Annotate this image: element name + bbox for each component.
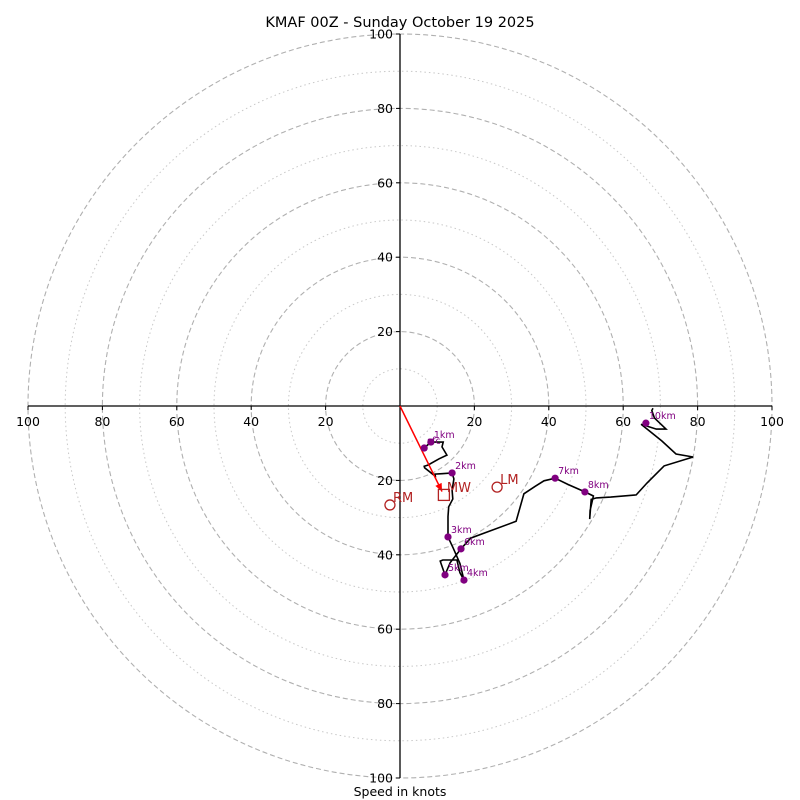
height-label-5km: 5km	[448, 563, 469, 574]
y-tick-label: 60	[377, 175, 393, 190]
height-marker-2km	[448, 469, 456, 477]
storm-motion-label-LM: LM	[500, 473, 518, 488]
y-tick-label: 100	[369, 27, 393, 42]
x-tick-label: 100	[16, 414, 40, 429]
x-ticks: 100 80 60 40 20 20 40 60 80 100	[16, 406, 784, 429]
x-tick-label: 60	[169, 414, 185, 429]
storm-motion-markers: RM LM MW	[384, 473, 519, 511]
height-marker-7km	[551, 474, 559, 482]
height-markers: sfc1km2km3km4km5km6km7km8km10km	[420, 411, 676, 584]
y-tick-label: 60	[377, 622, 393, 637]
height-label-7km: 7km	[558, 466, 579, 477]
y-tick-label: 20	[377, 324, 393, 339]
y-tick-label: 80	[377, 101, 393, 116]
height-marker-10km	[642, 419, 650, 427]
y-tick-label: 40	[377, 250, 393, 265]
storm-motion-label-RM: RM	[393, 491, 413, 506]
height-marker-6km	[457, 545, 465, 553]
height-label-6km: 6km	[464, 537, 485, 548]
chart-title: KMAF 00Z - Sunday October 19 2025	[265, 15, 534, 31]
y-ticks: 100 80 60 40 20 20 40 60 80 100	[369, 27, 400, 786]
y-tick-label: 80	[377, 696, 393, 711]
x-tick-label: 80	[690, 414, 706, 429]
storm-motion-marker-LM	[491, 481, 503, 493]
x-tick-label: 20	[318, 414, 334, 429]
x-axis-label: Speed in knots	[354, 784, 447, 799]
y-tick-label: 40	[377, 547, 393, 562]
height-marker-5km	[441, 571, 449, 579]
y-tick-label: 100	[369, 771, 393, 786]
height-marker-8km	[581, 488, 589, 496]
height-label-3km: 3km	[451, 525, 472, 536]
x-tick-label: 80	[94, 414, 110, 429]
height-label-10km: 10km	[649, 411, 676, 422]
y-tick-label: 20	[377, 473, 393, 488]
x-tick-label: 100	[760, 414, 784, 429]
height-label-8km: 8km	[588, 480, 609, 491]
height-marker-4km	[460, 576, 468, 584]
storm-motion-label-MW: MW	[447, 481, 471, 496]
x-tick-label: 40	[541, 414, 557, 429]
x-tick-label: 40	[243, 414, 259, 429]
height-marker-1km	[427, 438, 435, 446]
height-label-2km: 2km	[455, 461, 476, 472]
height-label-1km: 1km	[434, 430, 455, 441]
storm-motion-marker-MW	[437, 488, 451, 502]
height-marker-sfc	[420, 444, 428, 452]
x-tick-label: 60	[615, 414, 631, 429]
height-label-4km: 4km	[467, 568, 488, 579]
storm-motion-marker-RM	[384, 499, 396, 511]
x-tick-label: 20	[466, 414, 482, 429]
height-marker-3km	[444, 533, 452, 541]
